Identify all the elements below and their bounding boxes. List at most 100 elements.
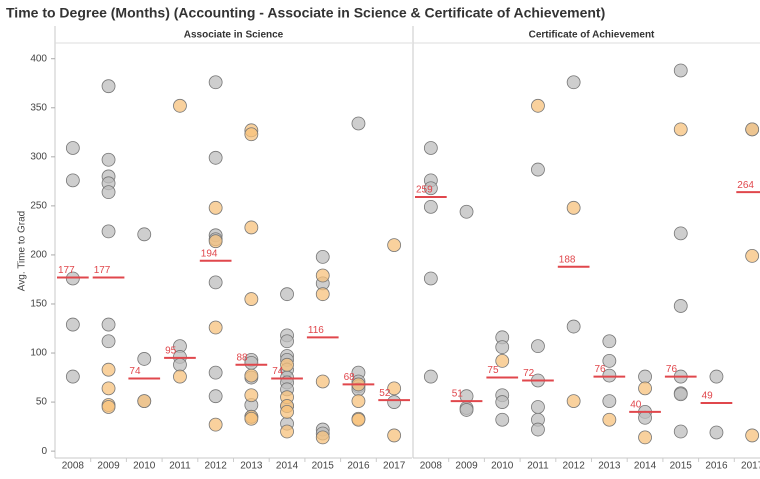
data-point <box>495 395 510 409</box>
data-point <box>101 400 116 414</box>
data-point <box>137 227 152 242</box>
data-point <box>673 226 688 241</box>
mean-label: 95 <box>165 346 177 357</box>
data-point <box>745 122 760 137</box>
data-point <box>638 381 652 396</box>
data-point <box>208 150 223 165</box>
data-point <box>315 430 330 445</box>
data-point <box>101 152 116 167</box>
x-tick-label: 2012 <box>205 461 228 472</box>
x-tick-label: 2011 <box>169 461 191 472</box>
mean-label: 116 <box>308 325 324 336</box>
mean-label: 74 <box>129 366 141 377</box>
data-point <box>280 287 294 302</box>
data-point <box>208 417 223 432</box>
data-point <box>101 362 116 377</box>
x-tick-label: 2017 <box>383 461 406 472</box>
data-point <box>531 162 545 177</box>
mean-label: 264 <box>737 180 754 191</box>
data-point <box>638 410 652 425</box>
data-point <box>495 340 510 355</box>
data-point <box>208 275 223 290</box>
x-tick-label: 2016 <box>705 461 728 472</box>
data-point <box>566 394 581 408</box>
mean-label: 88 <box>237 352 249 363</box>
x-tick-label: 2013 <box>598 461 621 472</box>
data-point <box>208 75 223 90</box>
data-point <box>101 317 116 332</box>
x-tick-label: 2010 <box>491 461 514 472</box>
data-point <box>423 271 438 286</box>
data-point <box>244 292 259 306</box>
data-point <box>101 185 116 200</box>
data-point <box>65 369 80 384</box>
data-point <box>566 75 581 90</box>
x-tick-label: 2008 <box>420 461 443 472</box>
data-point <box>495 353 510 368</box>
data-point <box>673 387 688 402</box>
data-point <box>351 116 366 131</box>
mean-label: 177 <box>58 265 75 276</box>
mean-label: 188 <box>559 254 576 265</box>
data-point <box>745 249 760 263</box>
x-tick-label: 2010 <box>133 461 156 472</box>
y-tick-label: 400 <box>30 53 47 64</box>
chart-title: Time to Degree (Months) (Accounting - As… <box>6 5 605 21</box>
panel-title: Associate in Science <box>184 30 284 41</box>
x-tick-label: 2015 <box>670 461 693 472</box>
data-point <box>173 98 187 113</box>
data-point <box>244 368 259 383</box>
data-point <box>244 220 259 235</box>
data-point <box>315 374 330 389</box>
data-point <box>280 334 294 349</box>
data-point <box>709 425 724 440</box>
mean-label: 52 <box>379 388 391 399</box>
mean-label: 68 <box>344 372 356 383</box>
data-point <box>208 234 223 249</box>
data-point <box>602 412 617 427</box>
data-point <box>208 389 223 404</box>
data-point <box>137 394 152 408</box>
data-point <box>459 403 474 417</box>
data-point <box>638 430 652 445</box>
x-tick-label: 2009 <box>455 461 478 472</box>
data-point <box>280 404 294 419</box>
data-point <box>387 428 402 443</box>
x-tick-label: 2008 <box>62 461 85 472</box>
data-point <box>280 357 294 372</box>
x-tick-label: 2014 <box>634 461 657 472</box>
data-point <box>745 428 760 443</box>
data-point <box>423 141 438 155</box>
data-point <box>244 411 259 426</box>
x-tick-label: 2012 <box>563 461 586 472</box>
data-point <box>208 365 223 380</box>
mean-label: 194 <box>201 248 218 259</box>
mean-label: 76 <box>666 364 678 375</box>
data-point <box>673 122 688 137</box>
x-tick-label: 2016 <box>347 461 370 472</box>
data-point <box>387 381 402 396</box>
data-point <box>673 63 688 78</box>
data-point <box>65 141 80 155</box>
data-point <box>244 127 259 142</box>
data-point <box>602 353 617 368</box>
mean-label: 75 <box>487 365 499 376</box>
data-point <box>566 200 581 215</box>
y-tick-label: 50 <box>36 397 48 408</box>
y-axis-label: Avg. Time to Grad <box>17 211 28 291</box>
data-point <box>208 200 223 215</box>
data-point <box>638 369 652 384</box>
data-point <box>531 339 545 354</box>
y-tick-label: 200 <box>30 250 47 261</box>
data-point <box>459 204 474 219</box>
data-point <box>351 412 366 427</box>
mean-label: 74 <box>272 366 284 377</box>
data-point <box>101 334 116 349</box>
data-point <box>423 199 438 214</box>
data-point <box>315 268 330 283</box>
mean-label: 51 <box>452 389 464 400</box>
y-tick-label: 250 <box>30 201 47 212</box>
data-point <box>101 224 116 239</box>
mean-label: 49 <box>702 391 714 402</box>
